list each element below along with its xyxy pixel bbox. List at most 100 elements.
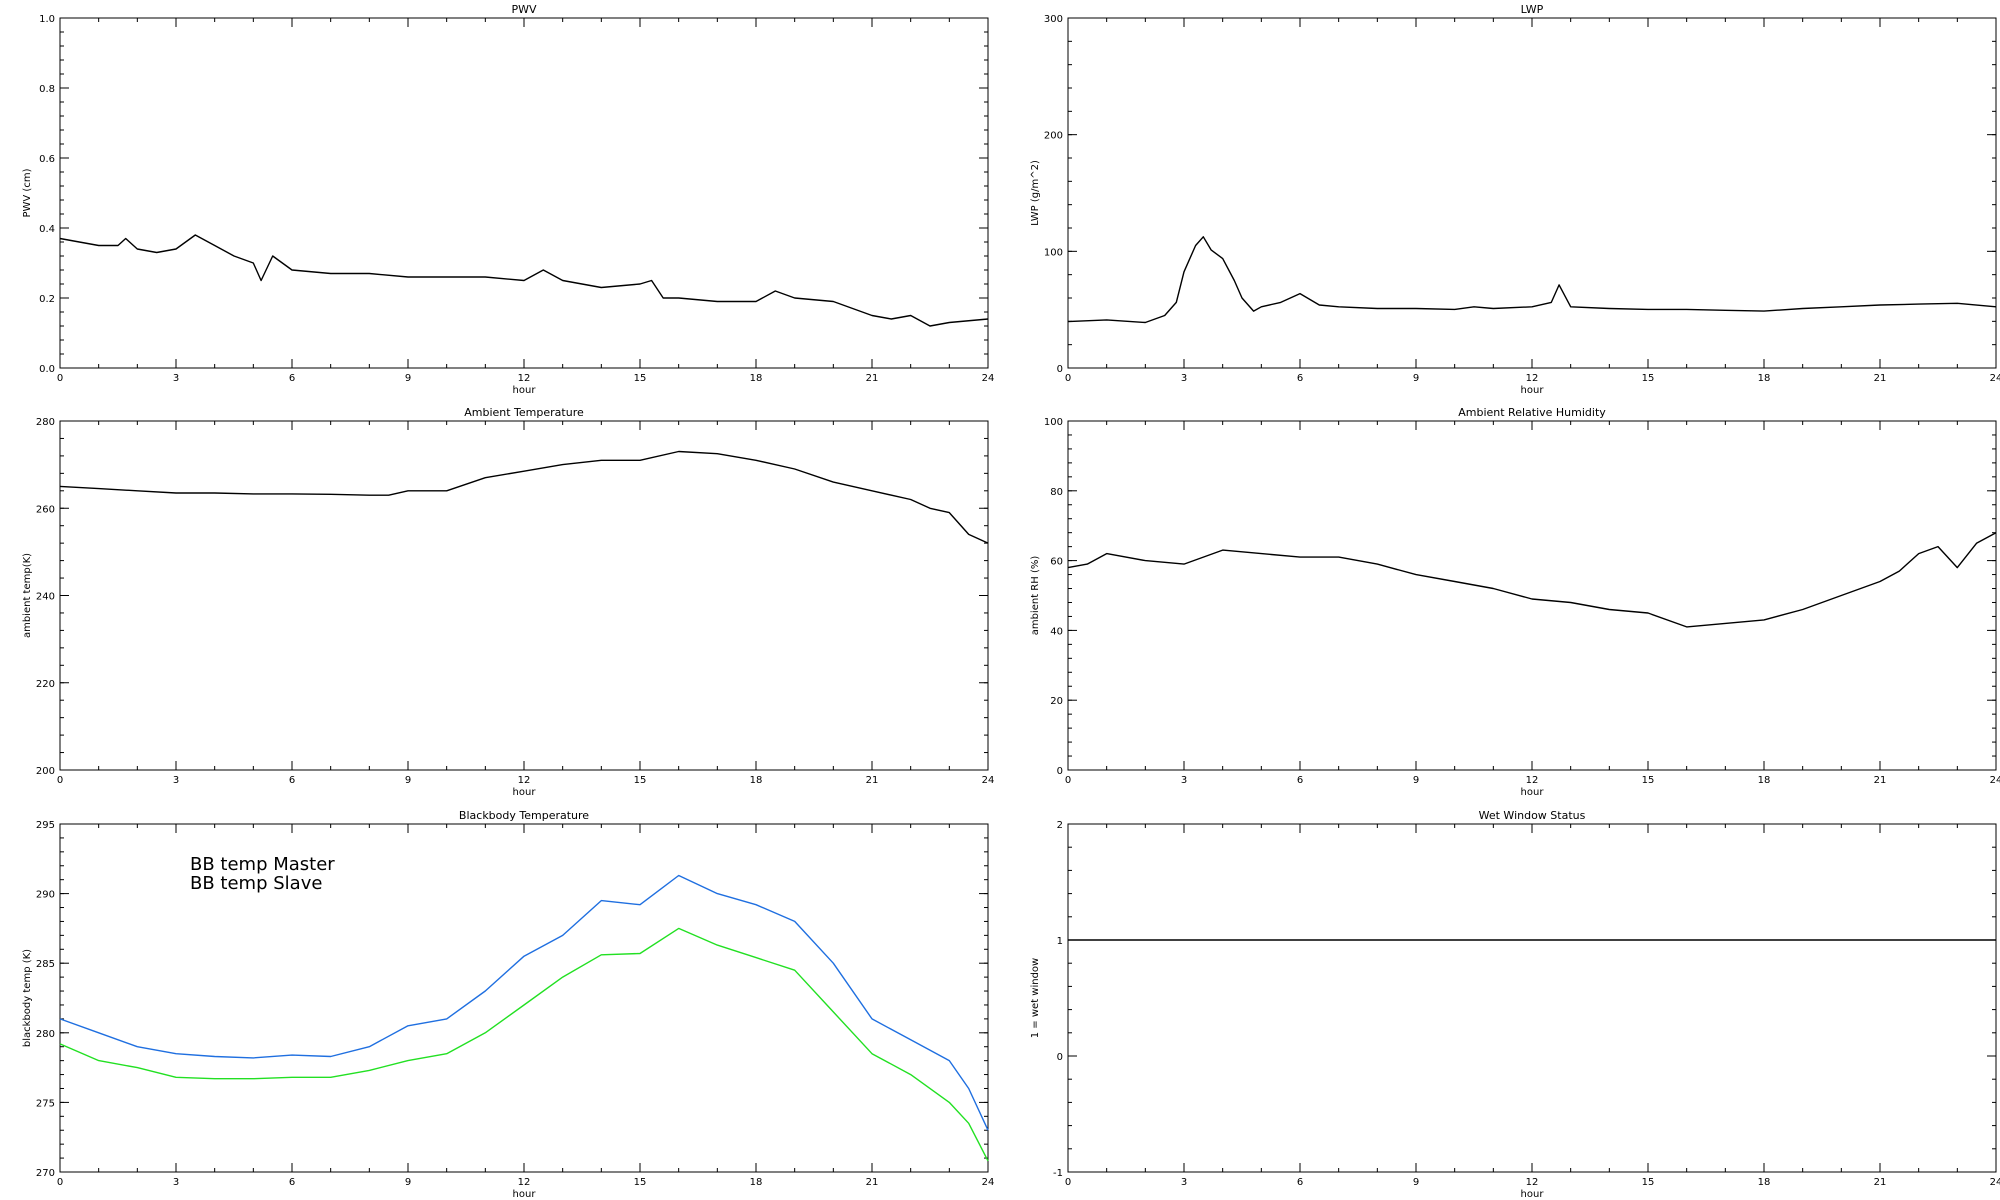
x-tick-label: 12	[1526, 373, 1539, 384]
x-tick-label: 18	[1758, 373, 1771, 384]
x-tick-label: 0	[57, 1177, 63, 1188]
y-tick-label: 0.8	[39, 84, 55, 95]
y-tick-label: 1.0	[39, 14, 55, 25]
plot-frame	[1067, 17, 1997, 369]
x-tick-label: 9	[1413, 775, 1419, 786]
x-axis-label: hour	[513, 787, 537, 798]
y-tick-label: 2	[1057, 820, 1063, 831]
y-axis-label: ambient RH (%)	[1030, 556, 1041, 636]
y-tick-label: 0.2	[39, 294, 55, 305]
y-tick-label: 280	[36, 1029, 55, 1040]
x-tick-label: 0	[1065, 775, 1071, 786]
x-tick-label: 18	[750, 373, 763, 384]
x-tick-label: 24	[1990, 775, 2000, 786]
y-tick-label: 0	[1057, 1052, 1063, 1063]
plot-frame	[59, 17, 989, 369]
x-tick-label: 9	[405, 373, 411, 384]
y-tick-label: 100	[1044, 417, 1063, 428]
y-tick-label: 275	[36, 1098, 55, 1109]
x-tick-label: 24	[1990, 373, 2000, 384]
x-axis-label: hour	[1521, 1189, 1545, 1200]
x-tick-label: 18	[750, 1177, 763, 1188]
x-tick-label: 24	[982, 373, 995, 384]
x-tick-label: 21	[1874, 1177, 1887, 1188]
y-tick-label: 60	[1050, 557, 1063, 568]
y-tick-label: 80	[1050, 487, 1063, 498]
x-tick-label: 12	[518, 775, 531, 786]
plot-frame	[1067, 823, 1997, 1173]
x-tick-label: 6	[289, 775, 295, 786]
y-tick-label: 0	[1057, 364, 1063, 375]
x-tick-label: 0	[57, 775, 63, 786]
chart-title: Ambient Relative Humidity	[1458, 406, 1606, 419]
x-axis-label: hour	[1521, 385, 1545, 396]
y-tick-label: 290	[36, 890, 55, 901]
x-tick-label: 24	[1990, 1177, 2000, 1188]
x-tick-label: 12	[518, 373, 531, 384]
x-tick-label: 15	[1642, 1177, 1655, 1188]
chart-title: Blackbody Temperature	[459, 809, 589, 822]
y-tick-label: 300	[1044, 14, 1063, 25]
y-tick-label: 0.6	[39, 154, 55, 165]
chart-title: PWV	[511, 3, 537, 16]
x-tick-label: 21	[866, 373, 879, 384]
y-tick-label: 295	[36, 820, 55, 831]
x-tick-label: 18	[1758, 775, 1771, 786]
x-tick-label: 0	[57, 373, 63, 384]
x-tick-label: 24	[982, 775, 995, 786]
x-tick-label: 15	[1642, 775, 1655, 786]
y-tick-label: 200	[36, 766, 55, 777]
x-tick-label: 3	[1181, 1177, 1187, 1188]
x-tick-label: 21	[866, 1177, 879, 1188]
y-tick-label: 40	[1050, 626, 1063, 637]
y-axis-label: blackbody temp (K)	[22, 949, 33, 1047]
y-tick-label: 280	[36, 417, 55, 428]
y-tick-label: 1	[1057, 936, 1063, 947]
x-tick-label: 0	[1065, 1177, 1071, 1188]
x-tick-label: 12	[1526, 775, 1539, 786]
chart-title: LWP	[1521, 3, 1544, 16]
x-tick-label: 12	[1526, 1177, 1539, 1188]
x-tick-label: 6	[1297, 1177, 1303, 1188]
x-tick-label: 15	[634, 373, 647, 384]
x-tick-label: 6	[289, 373, 295, 384]
x-tick-label: 24	[982, 1177, 995, 1188]
x-tick-label: 6	[289, 1177, 295, 1188]
series-line-data	[59, 450, 989, 544]
x-tick-label: 15	[634, 1177, 647, 1188]
x-tick-label: 18	[750, 775, 763, 786]
plot-frame	[59, 420, 989, 771]
x-tick-label: 21	[1874, 775, 1887, 786]
x-tick-label: 9	[405, 775, 411, 786]
x-tick-label: 9	[1413, 373, 1419, 384]
x-axis-label: hour	[513, 1189, 537, 1200]
y-tick-label: 200	[1044, 131, 1063, 142]
y-tick-label: -1	[1053, 1168, 1063, 1179]
x-tick-label: 15	[1642, 373, 1655, 384]
x-tick-label: 6	[1297, 373, 1303, 384]
x-tick-label: 3	[1181, 373, 1187, 384]
y-axis-label: LWP (g/m^2)	[1030, 160, 1041, 226]
x-tick-label: 3	[173, 373, 179, 384]
series-line-data	[1067, 532, 1997, 628]
y-tick-label: 240	[36, 592, 55, 603]
y-axis-label: ambient temp(K)	[22, 553, 33, 638]
x-tick-label: 3	[1181, 775, 1187, 786]
x-tick-label: 21	[1874, 373, 1887, 384]
x-tick-label: 3	[173, 1177, 179, 1188]
chart-title: Wet Window Status	[1479, 809, 1586, 822]
y-tick-label: 0.4	[39, 224, 55, 235]
y-tick-label: 260	[36, 504, 55, 515]
x-tick-label: 15	[634, 775, 647, 786]
x-tick-label: 9	[1413, 1177, 1419, 1188]
legend-entry: BB temp Master	[190, 854, 335, 875]
y-tick-label: 0	[1057, 766, 1063, 777]
x-tick-label: 9	[405, 1177, 411, 1188]
y-tick-label: 220	[36, 679, 55, 690]
x-tick-label: 0	[1065, 373, 1071, 384]
x-tick-label: 6	[1297, 775, 1303, 786]
y-tick-label: 100	[1044, 247, 1063, 258]
y-tick-label: 0.0	[39, 364, 55, 375]
chart-title: Ambient Temperature	[464, 406, 584, 419]
